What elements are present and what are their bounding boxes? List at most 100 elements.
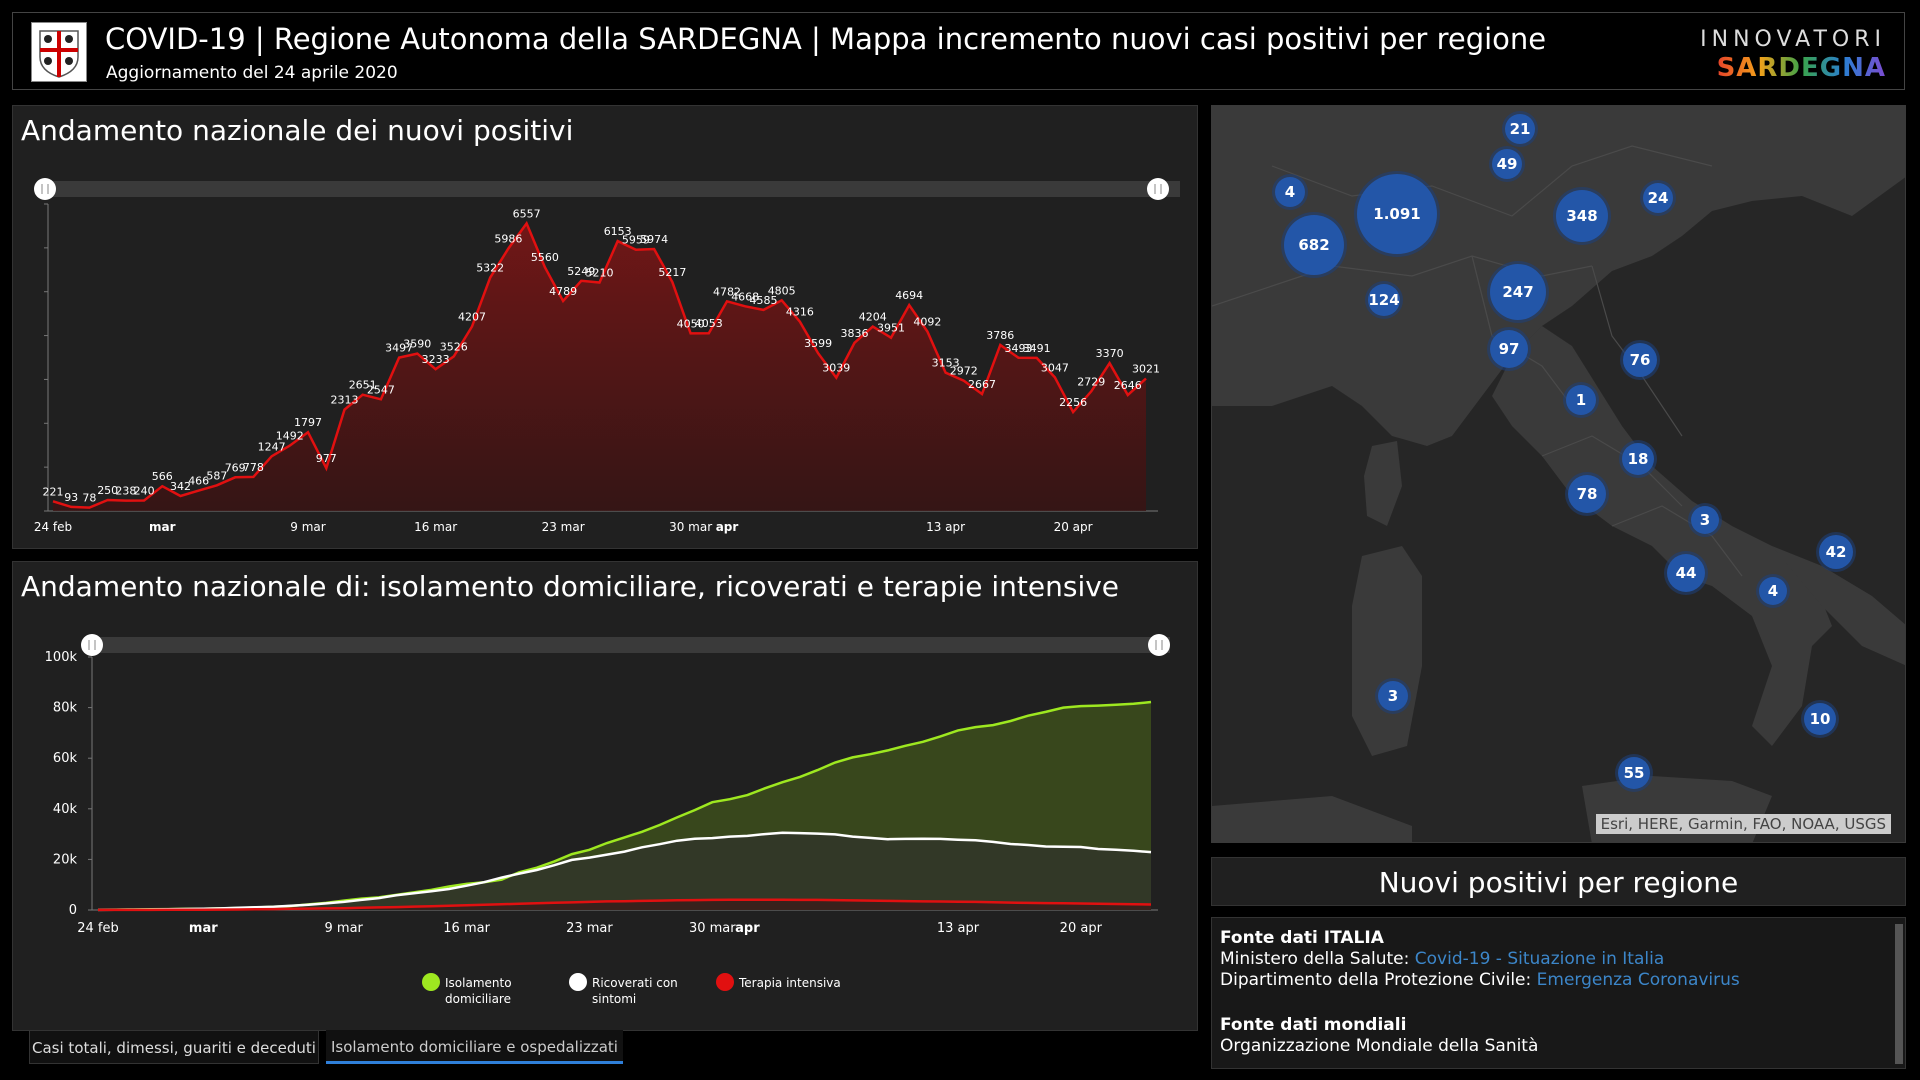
chart2-zoom-track[interactable] (90, 637, 1170, 653)
map-cluster-marker[interactable]: 4 (1756, 574, 1790, 608)
chart2-title: Andamento nazionale di: isolamento domic… (21, 570, 1120, 603)
chart1-data-label: 5217 (658, 266, 686, 279)
map-cluster-marker[interactable]: 97 (1487, 327, 1531, 371)
chart1-zoom-handle-right[interactable] (1147, 178, 1169, 200)
map-marker-label: 44 (1676, 564, 1697, 582)
map-cluster-marker[interactable]: 78 (1565, 472, 1609, 516)
map-cluster-marker[interactable]: 49 (1489, 146, 1525, 182)
chart1-zoom-track[interactable] (45, 181, 1180, 197)
chart1-x-tick-label: mar (149, 520, 176, 534)
chart1-data-label: 3039 (822, 362, 850, 375)
map-marker-label: 3 (1388, 687, 1398, 705)
chart1-zoom-handle-left[interactable] (34, 178, 56, 200)
map-cluster-marker[interactable]: 24 (1640, 180, 1676, 216)
chart1-data-label: 240 (134, 485, 155, 498)
chart1-data-label: 3836 (841, 327, 869, 340)
chart1-data-label: 4207 (458, 311, 486, 324)
chart1-data-label: 3493 (1005, 342, 1033, 355)
chart1-data-label: 778 (243, 461, 264, 474)
chart1-data-label: 4789 (549, 285, 577, 298)
source-ministero-label: Ministero della Salute: (1220, 949, 1415, 969)
sources-scrollbar[interactable] (1895, 924, 1903, 1064)
map-marker-circle (1490, 264, 1546, 320)
chart1-data-label: 4050 (677, 317, 705, 330)
chart2-x-tick-label: 16 mar (443, 921, 490, 936)
chart1-data-label: 3233 (422, 353, 450, 366)
map-cluster-marker[interactable]: 682 (1281, 212, 1347, 278)
map-cluster-marker[interactable]: 76 (1620, 340, 1660, 380)
italy-map[interactable]: 21 49 4 1.091 348 24 682 124 247 97 76 1 18 78 3 44 42 4 3… (1211, 105, 1906, 843)
chart1-data-label: 566 (152, 470, 173, 483)
new-positives-panel: Andamento nazionale dei nuovi positivi 2… (12, 105, 1198, 549)
chart1-series-line (52, 220, 1147, 509)
map-cluster-marker[interactable]: 1 (1563, 382, 1599, 418)
chart1-data-label: 3497 (385, 342, 413, 355)
chart1-x-tick-label: 9 mar (290, 520, 325, 534)
chart1-data-label: 250 (97, 484, 118, 497)
map-cluster-marker[interactable]: 348 (1553, 187, 1611, 245)
map-cluster-marker[interactable]: 10 (1801, 700, 1839, 738)
link-emergenza-coronavirus[interactable]: Emergenza Coronavirus (1536, 970, 1740, 990)
tab-casi-totali[interactable]: Casi totali, dimessi, guariti e deceduti (29, 1030, 319, 1064)
chart1-data-label: 2256 (1059, 396, 1087, 409)
map-cluster-marker[interactable]: 247 (1487, 261, 1549, 323)
map-cluster-marker[interactable]: 124 (1365, 281, 1403, 319)
map-marker-circle (1505, 114, 1535, 144)
brand-logo-bottom: SARDEGNA (1716, 53, 1886, 83)
tab-isolamento[interactable]: Isolamento domiciliare e ospedalizzati (326, 1030, 623, 1064)
chart2-y-tick-label: 0 (69, 903, 77, 918)
chart2-series-line-1 (97, 831, 1152, 912)
italy-source-heading-text: Fonte dati ITALIA (1220, 928, 1384, 948)
map-marker-label: 3 (1700, 511, 1710, 529)
chart1-data-label: 6153 (604, 225, 632, 238)
chart1-data-label: 4204 (859, 311, 887, 324)
map-cluster-marker[interactable]: 21 (1502, 111, 1538, 147)
map-marker-label: 124 (1368, 291, 1399, 309)
chart1-data-label: 5959 (622, 234, 650, 247)
map-marker-circle (1759, 577, 1787, 605)
map-cluster-marker[interactable]: 4 (1272, 174, 1308, 210)
link-situazione-italia[interactable]: Covid-19 - Situazione in Italia (1414, 949, 1665, 969)
map-marker-circle (1566, 385, 1596, 415)
header-bar: COVID-19 | Regione Autonoma della SARDEG… (12, 12, 1905, 90)
data-sources-panel: Fonte dati ITALIA Ministero della Salute… (1211, 917, 1906, 1069)
chart2-y-tick-label: 40k (53, 802, 78, 817)
map-marker-label: 78 (1577, 485, 1598, 503)
chart2-zoom-handle-left[interactable] (81, 634, 103, 656)
chart1-data-label: 2313 (331, 394, 359, 407)
map-cluster-marker[interactable]: 42 (1816, 532, 1856, 572)
map-marker-label: 49 (1497, 155, 1518, 173)
chart1-data-label: 5986 (494, 233, 522, 246)
map-cluster-marker[interactable]: 18 (1619, 440, 1657, 478)
map-cluster-marker[interactable]: 3 (1688, 503, 1722, 537)
map-cluster-marker[interactable]: 1.091 (1354, 171, 1440, 257)
chart1-data-label: 2646 (1114, 379, 1142, 392)
chart1-x-tick-label: 13 apr (926, 520, 965, 534)
map-marker-circle (1622, 443, 1654, 475)
map-marker-label: 682 (1298, 236, 1329, 254)
chart1-data-label: 4668 (731, 290, 759, 303)
chart1-data-label: 1797 (294, 416, 322, 429)
chart1-data-label: 1247 (258, 440, 286, 453)
chart1-data-label: 3599 (804, 337, 832, 350)
map-marker-circle (1492, 149, 1522, 179)
map-cluster-marker[interactable]: 44 (1664, 551, 1708, 595)
chart1-x-tick-label: apr (716, 520, 739, 534)
source-oms: Organizzazione Mondiale della Sanità (1220, 1036, 1539, 1056)
chart1-data-label: 342 (170, 480, 191, 493)
chart1-data-label: 2667 (968, 378, 996, 391)
sardinia-coat-of-arms-logo (31, 22, 87, 82)
map-cluster-marker[interactable]: 3 (1375, 678, 1411, 714)
chart1-data-label: 4585 (750, 294, 778, 307)
map-cluster-marker[interactable]: 55 (1615, 754, 1653, 792)
map-marker-label: 10 (1810, 710, 1831, 728)
chart1-data-label: 4316 (786, 306, 814, 319)
map-marker-circle (1284, 215, 1344, 275)
map-marker-label: 24 (1648, 189, 1669, 207)
chart2-y-tick-label: 80k (53, 701, 78, 716)
chart2-y-tick-label: 60k (53, 751, 78, 766)
chart1-data-label: 3951 (877, 322, 905, 335)
map-markers-layer: 21 49 4 1.091 348 24 682 124 247 97 76 1 18 78 3 44 42 4 3… (1272, 111, 1856, 792)
chart2-zoom-handle-right[interactable] (1148, 634, 1170, 656)
